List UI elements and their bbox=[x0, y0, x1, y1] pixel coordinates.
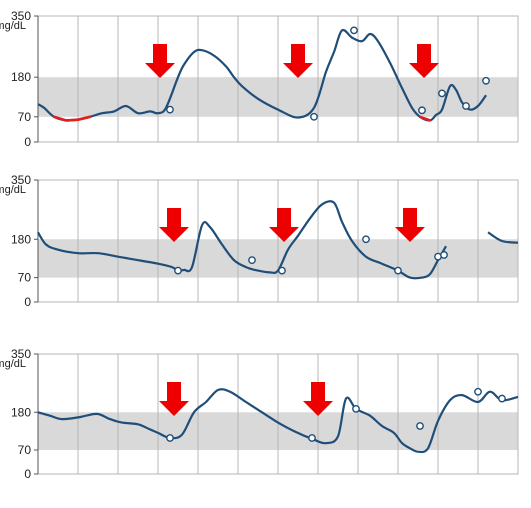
measurement-point bbox=[278, 266, 286, 275]
measurement-point bbox=[482, 76, 490, 85]
measurement-point bbox=[308, 434, 316, 442]
measurement-point bbox=[166, 105, 174, 114]
y-tick-label: 350 bbox=[11, 347, 31, 361]
y-unit-label: mg/dL bbox=[0, 20, 26, 32]
y-tick-label: 180 bbox=[11, 70, 31, 84]
glucose-line bbox=[37, 388, 519, 454]
down-arrow-marker bbox=[145, 44, 175, 78]
measurement-point bbox=[310, 112, 318, 121]
down-arrow-marker bbox=[395, 208, 425, 242]
y-tick-label: 180 bbox=[11, 405, 31, 419]
down-arrow-marker bbox=[159, 382, 189, 416]
glucose-line bbox=[37, 28, 487, 122]
glucose-line-tail bbox=[487, 231, 519, 244]
y-tick-label: 0 bbox=[24, 135, 31, 149]
y-tick-label: 0 bbox=[24, 295, 31, 309]
y-unit-label: mg/dL bbox=[0, 358, 26, 370]
down-arrow-marker bbox=[269, 208, 299, 242]
measurement-point bbox=[394, 266, 402, 275]
low-glucose-segment bbox=[64, 118, 80, 122]
measurement-point bbox=[498, 394, 506, 403]
measurement-point bbox=[440, 251, 448, 259]
measurement-point bbox=[362, 235, 370, 244]
measurement-point bbox=[350, 26, 358, 35]
y-tick-label: 70 bbox=[18, 110, 32, 124]
measurement-point bbox=[418, 106, 426, 115]
measurement-point bbox=[166, 434, 174, 442]
down-arrow-marker bbox=[159, 208, 189, 242]
measurement-point bbox=[352, 404, 360, 413]
low-glucose-segment bbox=[76, 115, 92, 121]
measurement-point bbox=[462, 102, 470, 110]
y-tick-label: 350 bbox=[11, 173, 31, 187]
glucose-line bbox=[37, 200, 447, 280]
measurement-point bbox=[174, 266, 182, 275]
down-arrow-marker bbox=[303, 382, 333, 416]
measurement-point bbox=[416, 422, 424, 430]
measurement-point bbox=[474, 387, 482, 396]
y-tick-label: 0 bbox=[24, 467, 31, 481]
y-unit-label: mg/dL bbox=[0, 184, 26, 196]
y-tick-label: 180 bbox=[11, 232, 31, 246]
measurement-point bbox=[438, 89, 446, 98]
y-tick-label: 350 bbox=[11, 9, 31, 23]
down-arrow-marker bbox=[283, 44, 313, 78]
y-tick-label: 70 bbox=[18, 443, 32, 457]
measurement-point bbox=[248, 256, 256, 265]
low-glucose-segment bbox=[52, 115, 68, 122]
low-glucose-segment bbox=[418, 115, 432, 122]
down-arrow-marker bbox=[409, 44, 439, 78]
y-tick-label: 70 bbox=[18, 271, 32, 285]
